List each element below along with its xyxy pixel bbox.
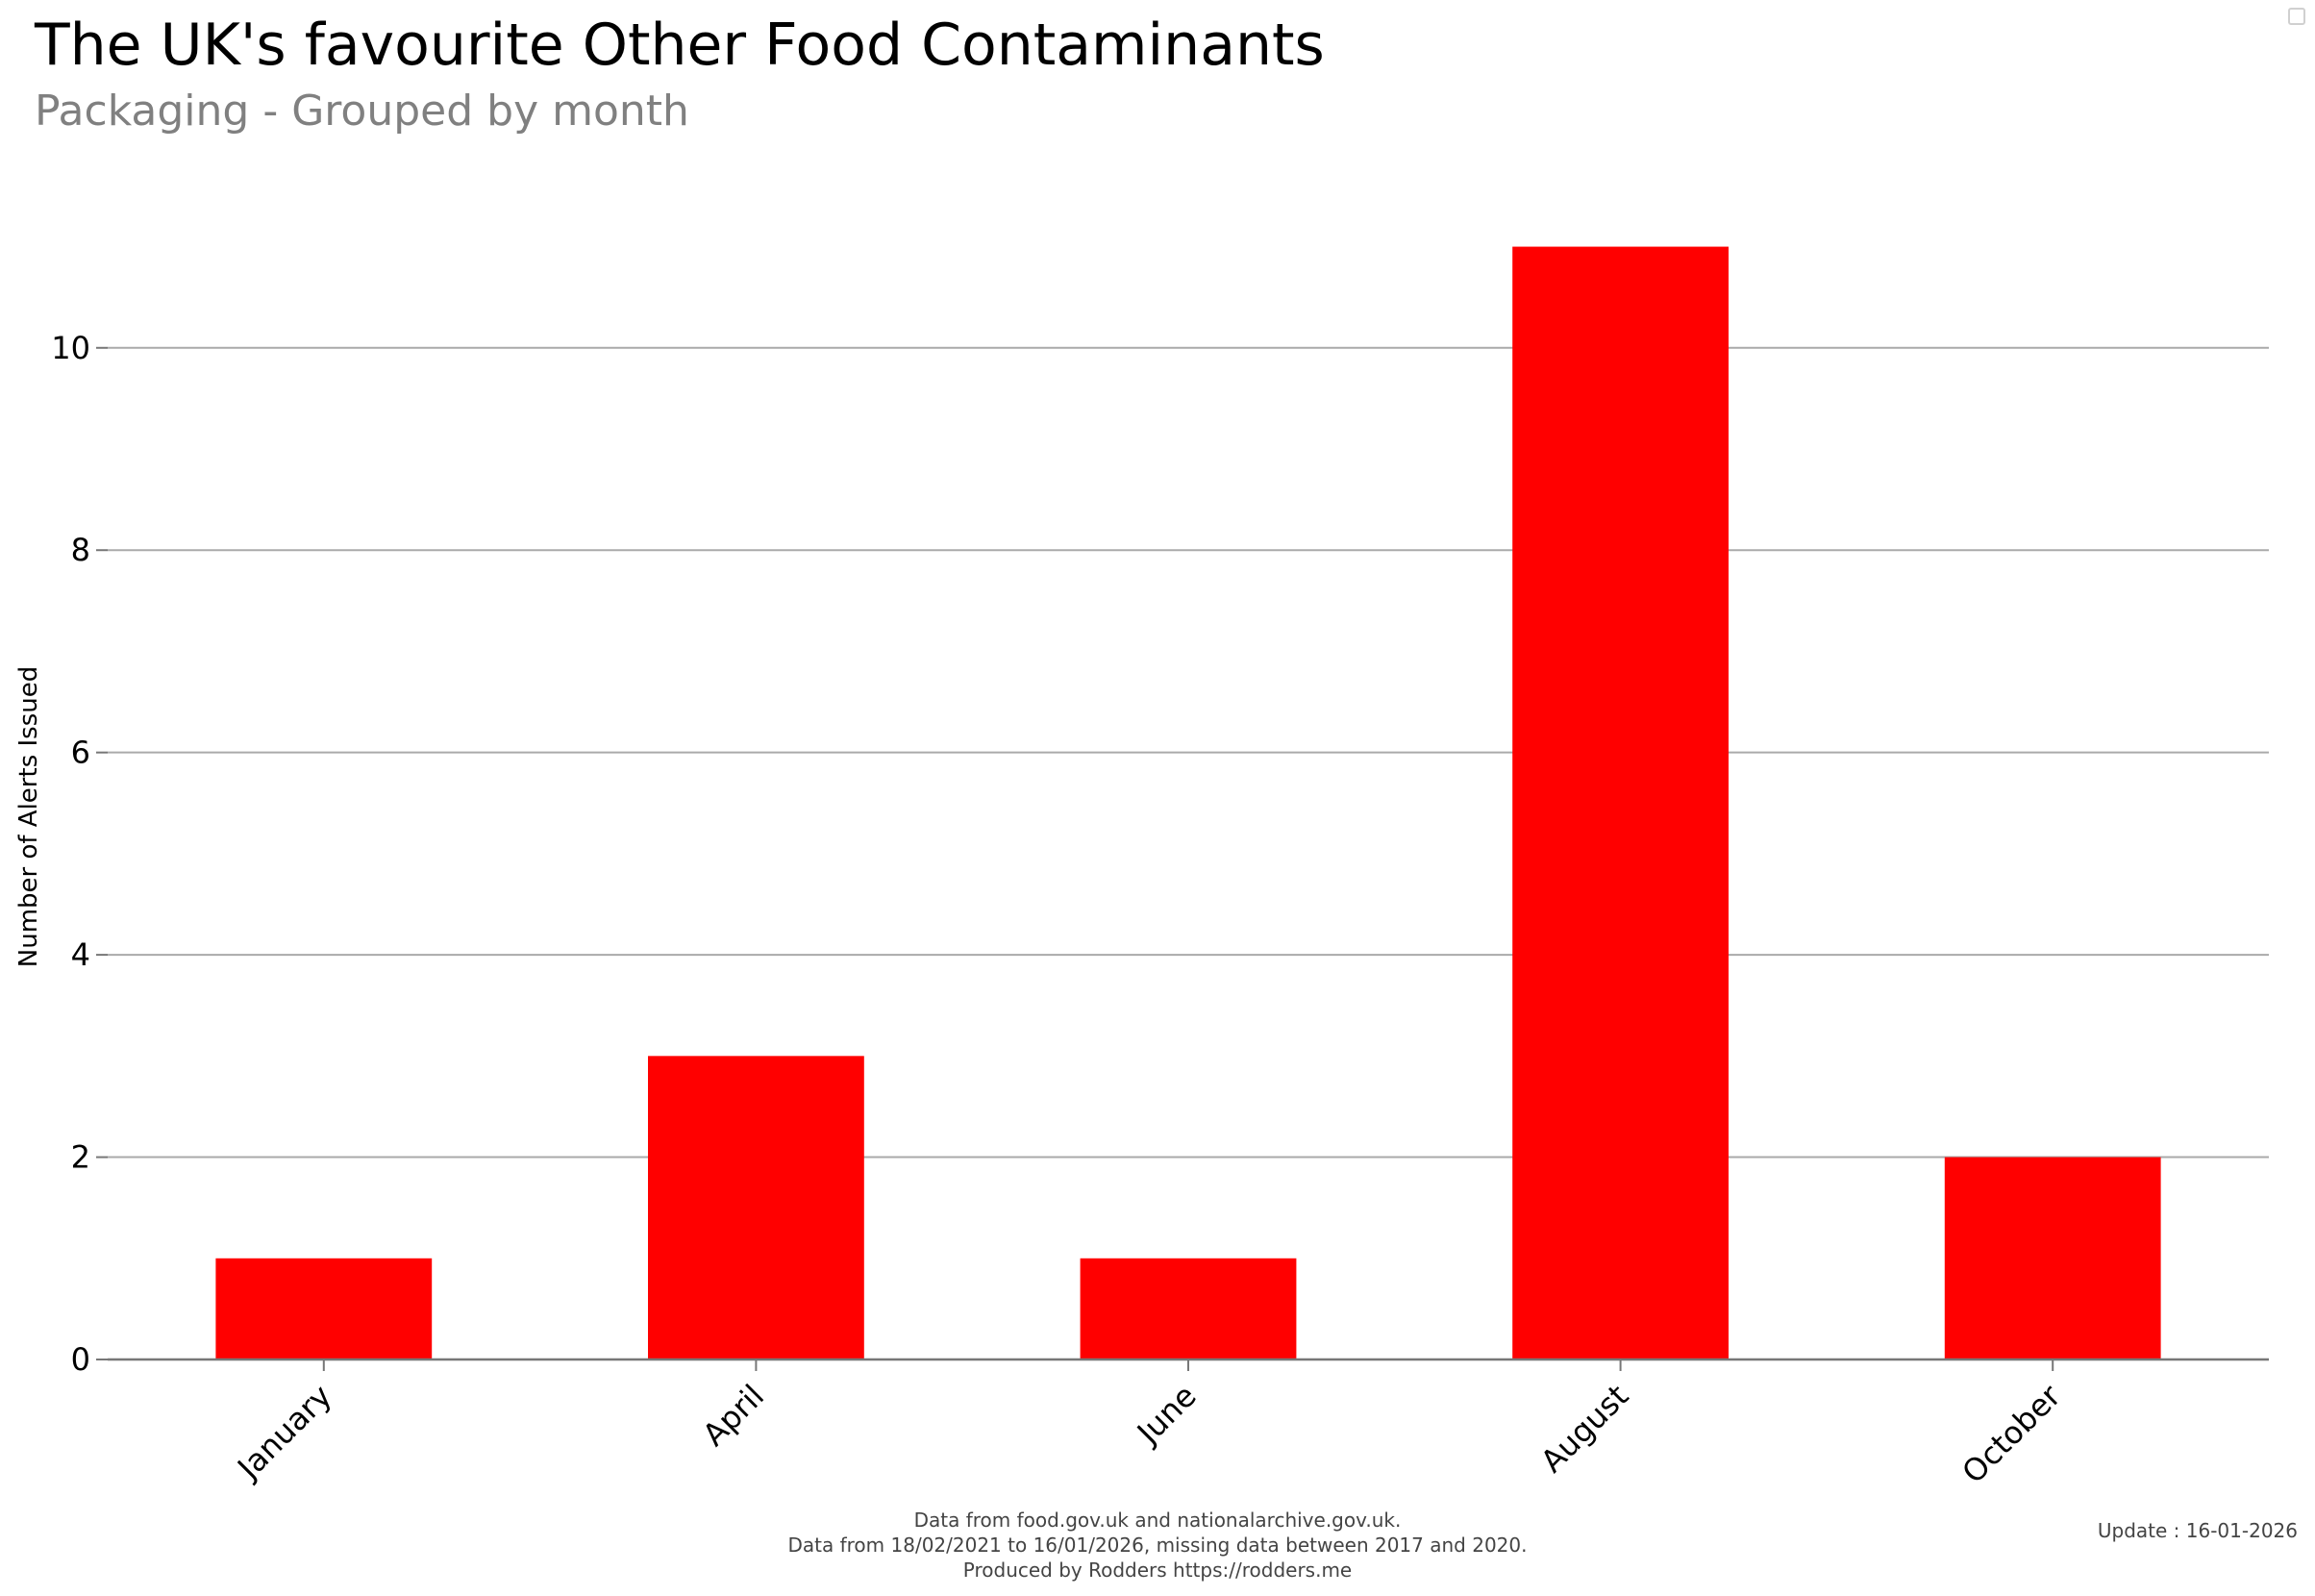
y-axis-label: Number of Alerts Issued	[14, 666, 43, 967]
x-tick-label: October	[1954, 1377, 2068, 1490]
y-tick-label: 10	[51, 330, 90, 366]
footer-credits: Data from food.gov.uk and nationalarchiv…	[0, 1508, 2315, 1583]
bar	[1944, 1157, 2161, 1359]
bar	[648, 1056, 864, 1359]
chart-title: The UK's favourite Other Food Contaminan…	[35, 12, 1325, 79]
footer-source-line: Data from food.gov.uk and nationalarchiv…	[913, 1509, 1402, 1532]
x-tick-label: April	[695, 1378, 771, 1454]
menu-toggle-icon[interactable]	[2288, 8, 2305, 25]
y-tick-label: 0	[71, 1341, 90, 1378]
footer-range-line: Data from 18/02/2021 to 16/01/2026, miss…	[787, 1534, 1528, 1557]
bar	[1512, 246, 1729, 1359]
x-tick-label: August	[1533, 1378, 1635, 1480]
footer-author-line: Produced by Rodders https://rodders.me	[962, 1559, 1353, 1582]
y-tick-label: 2	[71, 1139, 90, 1176]
update-date: Update : 16-01-2026	[2097, 1519, 2298, 1542]
chart-subtitle: Packaging - Grouped by month	[35, 87, 689, 136]
y-tick-label: 6	[71, 735, 90, 771]
bar	[215, 1258, 433, 1359]
x-tick-label: June	[1129, 1378, 1204, 1453]
x-tick-label: January	[229, 1378, 338, 1487]
bar	[1080, 1258, 1297, 1359]
y-tick-label: 4	[71, 936, 90, 973]
y-tick-label: 8	[71, 532, 90, 568]
